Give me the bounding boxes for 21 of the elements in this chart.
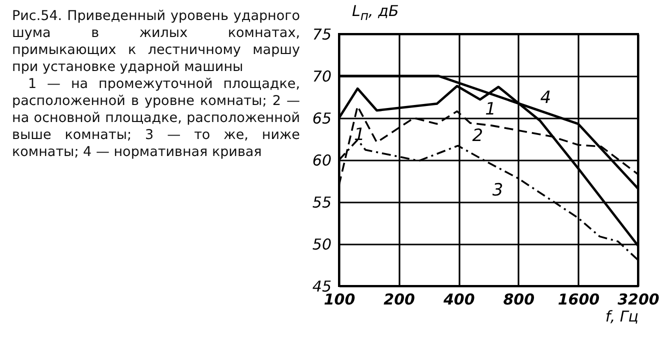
text: Рис.54. Приведенный уровень ударного шума в жилых комнатах, примыкающих к лестничному маршу при установке ударной машины: [12, 8, 300, 76]
x-tick-label: 200: [384, 290, 415, 308]
y-axis-title: L$_{п}$, дБ: [352, 2, 399, 25]
x-tick-label: 100: [324, 290, 356, 308]
y-tick-label: 65: [312, 110, 332, 128]
y-tick-label: 75: [312, 26, 332, 44]
x-tick-label: 3200: [618, 290, 660, 308]
series-label: 2: [472, 126, 484, 146]
y-tick-label: 55: [312, 194, 332, 212]
x-axis-title: f, Гц: [605, 308, 638, 326]
text: 1 — на промежуточной площадке, расположенной в уровне комнаты; 2 — на основной площадке, расположенной выше комнаты; 3 — то же, ниже комнаты; 4 — нормативная кривая: [12, 76, 300, 161]
annotation: 1: [354, 125, 365, 145]
series-label: 4: [540, 88, 552, 108]
x-tick-label: 400: [442, 290, 475, 308]
series-label: 3: [492, 180, 504, 200]
y-tick-label: 60: [312, 152, 332, 170]
x-tick-label: 1600: [558, 290, 600, 308]
x-tick-label: 800: [503, 290, 535, 308]
y-tick-label: 70: [312, 68, 332, 86]
series-label: 1: [485, 100, 496, 120]
y-tick-label: 50: [312, 236, 332, 254]
